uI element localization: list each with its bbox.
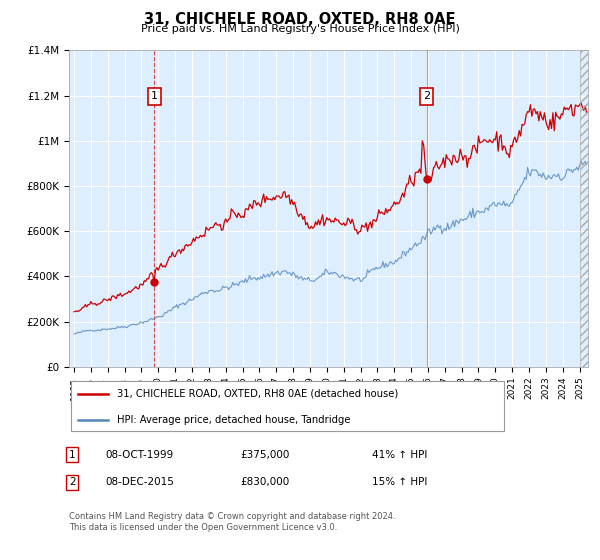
Text: HPI: Average price, detached house, Tandridge: HPI: Average price, detached house, Tand… xyxy=(117,415,350,425)
Text: 15% ↑ HPI: 15% ↑ HPI xyxy=(372,477,427,487)
Text: Price paid vs. HM Land Registry's House Price Index (HPI): Price paid vs. HM Land Registry's House … xyxy=(140,24,460,34)
Text: Contains HM Land Registry data © Crown copyright and database right 2024.
This d: Contains HM Land Registry data © Crown c… xyxy=(69,512,395,532)
Text: 41% ↑ HPI: 41% ↑ HPI xyxy=(372,450,427,460)
Text: 31, CHICHELE ROAD, OXTED, RH8 0AE (detached house): 31, CHICHELE ROAD, OXTED, RH8 0AE (detac… xyxy=(117,389,398,399)
Text: 31, CHICHELE ROAD, OXTED, RH8 0AE: 31, CHICHELE ROAD, OXTED, RH8 0AE xyxy=(144,12,456,27)
Text: 1: 1 xyxy=(151,91,158,101)
Bar xyxy=(580,50,596,367)
Text: 08-OCT-1999: 08-OCT-1999 xyxy=(105,450,173,460)
Text: 2: 2 xyxy=(69,477,76,487)
Bar xyxy=(580,50,600,367)
Text: 08-DEC-2015: 08-DEC-2015 xyxy=(105,477,174,487)
Text: £375,000: £375,000 xyxy=(240,450,289,460)
Text: 1: 1 xyxy=(69,450,76,460)
FancyBboxPatch shape xyxy=(71,381,504,431)
Text: £830,000: £830,000 xyxy=(240,477,289,487)
Text: 2: 2 xyxy=(423,91,430,101)
